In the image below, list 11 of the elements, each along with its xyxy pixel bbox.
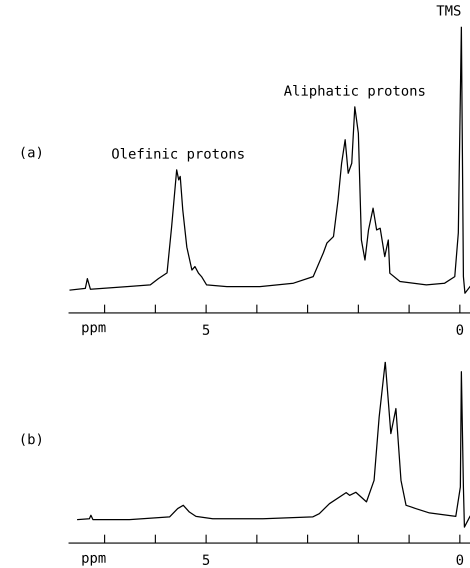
text: (a) <box>22 146 41 160</box>
x-tick-label: 0 <box>456 324 464 335</box>
annotation: Olefinic protons <box>112 148 244 162</box>
annotation: Aliphatic protons <box>284 85 425 99</box>
annotation: TMS <box>436 5 460 16</box>
x-axis-title: ppm <box>82 324 106 336</box>
x-tick-label: 0 <box>456 554 464 565</box>
x-axis-title: ppm <box>82 554 106 566</box>
text: (b) <box>22 434 41 446</box>
x-tick-label: 5 <box>202 324 210 335</box>
x-tick-label: 5 <box>202 554 210 565</box>
